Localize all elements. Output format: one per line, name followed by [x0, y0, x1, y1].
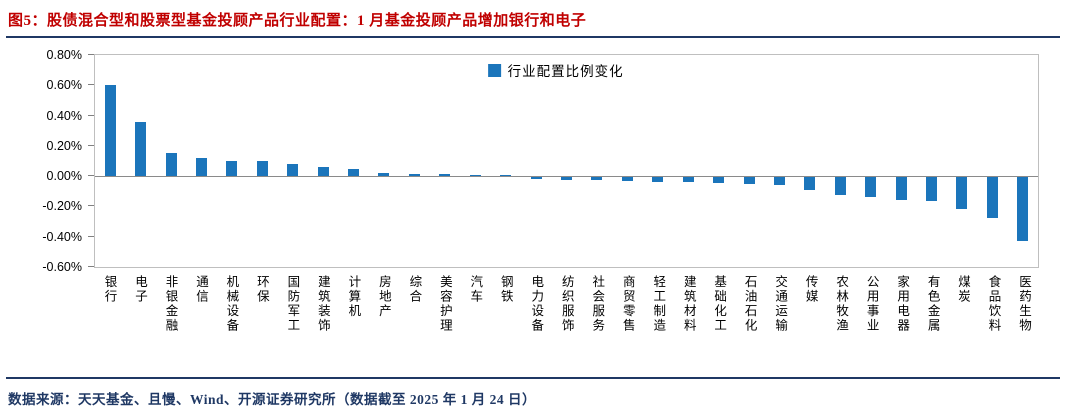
bar-通信	[195, 157, 207, 177]
x-axis-label: 综合	[407, 275, 422, 304]
bar-钢铁	[500, 175, 512, 177]
x-axis-label: 非银金融	[163, 275, 178, 333]
bar-公用事业	[865, 177, 877, 197]
x-axis-label: 环保	[254, 275, 269, 304]
report-figure: 图5：股债混合型和股票型基金投顾产品行业配置：1 月基金投顾产品增加银行和电子 …	[6, 0, 1060, 409]
x-axis-label: 农林牧渔	[834, 275, 849, 333]
y-tick-label: -0.60%	[42, 260, 82, 274]
x-axis-label: 钢铁	[498, 275, 513, 304]
x-axis-labels: 银行 电子 非银金融 通信 机械设备 环保 国防军工 建筑装饰 计算机 房地产 综合 美容护理 汽车 钢铁…	[94, 275, 1039, 367]
x-axis-label: 计算机	[346, 275, 361, 319]
y-tick-mark	[88, 266, 94, 267]
y-tick-mark	[88, 54, 94, 55]
y-tick-mark	[88, 144, 94, 146]
legend-label: 行业配置比例变化	[507, 64, 624, 79]
x-axis-label: 汽车	[468, 275, 483, 304]
x-axis-label: 家用电器	[895, 275, 910, 333]
x-axis-label: 纺织服饰	[559, 275, 574, 333]
bar-银行	[104, 85, 116, 177]
data-source-note: 数据来源：天天基金、且慢、Wind、开源证券研究所（数据截至 2025 年 1 …	[8, 392, 537, 407]
bar-农林牧渔	[834, 177, 846, 196]
figure-title: 图5：股债混合型和股票型基金投顾产品行业配置：1 月基金投顾产品增加银行和电子	[8, 13, 587, 29]
x-axis-label: 国防军工	[285, 275, 300, 333]
bar-汽车	[469, 174, 481, 177]
y-tick-mark	[88, 114, 94, 116]
x-axis-label: 房地产	[376, 275, 391, 319]
bar-房地产	[378, 173, 390, 177]
y-tick-label: -0.20%	[42, 199, 82, 214]
bar-医药生物	[1017, 177, 1029, 241]
x-axis-label: 建筑装饰	[315, 275, 330, 333]
chart: 0.80% 0.60% 0.40% 0.20% 0.00% -0.20% -0.40% -0.…	[6, 48, 1060, 367]
bar-有色金属	[926, 177, 938, 202]
x-axis-label: 石油石化	[742, 275, 757, 333]
y-tick-label: -0.40%	[42, 229, 82, 244]
x-axis-label: 建筑材料	[681, 275, 696, 333]
x-axis-label: 电力设备	[529, 275, 544, 333]
y-tick-label: 0.40%	[46, 108, 82, 123]
bar-基础化工	[713, 177, 725, 184]
bar-传媒	[804, 177, 816, 190]
x-axis-label: 电子	[132, 275, 147, 304]
zero-axis-line	[95, 176, 1038, 178]
x-axis-label: 公用事业	[864, 275, 879, 333]
bar-石油石化	[743, 177, 755, 184]
x-axis-label: 银行	[102, 275, 117, 304]
x-axis-label: 有色金属	[925, 275, 940, 333]
bar-美容护理	[439, 174, 451, 177]
x-axis-label: 商贸零售	[620, 275, 635, 333]
figure-footer: 数据来源：天天基金、且慢、Wind、开源证券研究所（数据截至 2025 年 1 …	[6, 377, 1060, 409]
bar-综合	[408, 173, 420, 177]
bar-机械设备	[226, 161, 238, 177]
bar-电力设备	[530, 177, 542, 180]
bar-纺织服饰	[561, 177, 572, 181]
bar-轻工制造	[652, 177, 664, 182]
x-axis-label: 社会服务	[590, 275, 605, 333]
x-axis-label: 交通运输	[773, 275, 788, 333]
bar-社会服务	[591, 177, 603, 181]
x-axis-label: 煤炭	[956, 275, 971, 304]
bar-食品饮料	[986, 177, 998, 219]
plot-area: 行业配置比例变化	[94, 54, 1039, 268]
legend-swatch-icon	[487, 63, 501, 77]
bar-电子	[135, 121, 147, 177]
x-axis-label: 医药生物	[1017, 275, 1032, 333]
bar-建筑装饰	[317, 167, 329, 177]
bar-非银金融	[165, 153, 177, 177]
chart-legend: 行业配置比例变化	[487, 60, 624, 80]
y-tick-label: 0.00%	[46, 169, 82, 184]
bar-家用电器	[895, 177, 907, 200]
y-tick-label: 0.80%	[46, 48, 82, 62]
bar-商贸零售	[621, 177, 633, 181]
y-tick-mark	[88, 84, 94, 86]
y-tick-label: 0.60%	[46, 78, 82, 93]
x-axis-label: 食品饮料	[986, 275, 1001, 333]
x-axis-label: 通信	[193, 275, 208, 304]
y-tick-mark	[88, 235, 94, 237]
bar-计算机	[348, 168, 360, 177]
x-axis-label: 美容护理	[437, 275, 452, 333]
bar-交通运输	[773, 177, 785, 185]
x-axis-label: 基础化工	[712, 275, 727, 333]
x-axis-label: 机械设备	[224, 275, 239, 333]
y-axis: 0.80% 0.60% 0.40% 0.20% 0.00% -0.20% -0.40% -0.…	[6, 48, 94, 274]
y-tick-mark	[88, 205, 94, 207]
y-tick-mark	[88, 175, 94, 177]
bar-煤炭	[956, 177, 968, 209]
plot-column: 行业配置比例变化 银行 电子 非银金融 通信 机械设备 环保 国防军工 建筑装饰 计算机 房地产 综…	[94, 54, 1039, 367]
bar-国防军工	[287, 164, 299, 177]
figure-header: 图5：股债混合型和股票型基金投顾产品行业配置：1 月基金投顾产品增加银行和电子	[6, 0, 1060, 38]
bar-建筑材料	[682, 177, 694, 183]
x-axis-label: 传媒	[803, 275, 818, 304]
y-tick-label: 0.20%	[46, 138, 82, 153]
x-axis-label: 轻工制造	[651, 275, 666, 333]
bar-环保	[256, 161, 268, 177]
